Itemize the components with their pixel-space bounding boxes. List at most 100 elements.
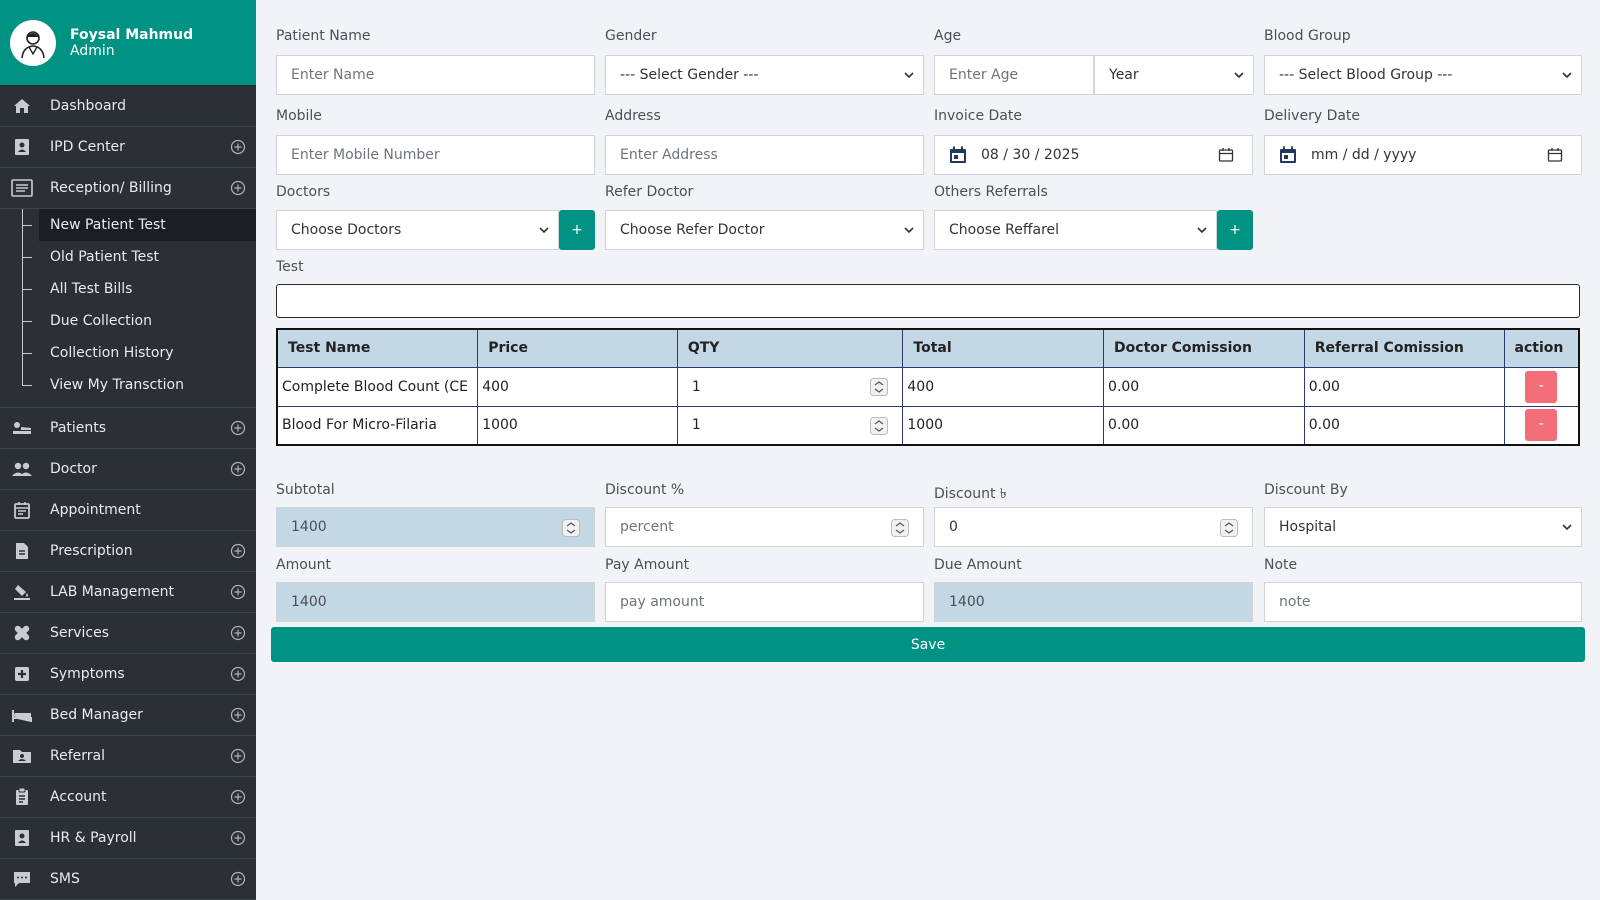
address-input[interactable]: Enter Address	[605, 135, 924, 175]
qty-cell[interactable]: 1	[676, 405, 904, 446]
price-cell[interactable]: 1000	[477, 405, 678, 446]
sidebar-item-prescription[interactable]: Prescription	[0, 531, 256, 572]
sidebar-item-ipd-center[interactable]: IPD Center	[0, 127, 256, 168]
discount-amount-input[interactable]: 0	[934, 507, 1253, 547]
price-cell[interactable]: 400	[477, 366, 678, 407]
note-input[interactable]: note	[1264, 582, 1582, 622]
doctor-commission-cell[interactable]: 0.00	[1103, 366, 1305, 407]
spinner-icon[interactable]	[870, 377, 889, 396]
doctors-label: Doctors	[276, 184, 331, 200]
id-card-icon	[10, 135, 34, 159]
table-row: Complete Blood Count (CE 400 1 400 0.00 …	[276, 366, 1580, 407]
pay-amount-label: Pay Amount	[605, 557, 690, 573]
qty-value: 1	[691, 378, 701, 395]
add-doctor-button[interactable]: +	[559, 210, 595, 250]
age-placeholder: Enter Age	[949, 67, 1019, 83]
sidebar-item-account[interactable]: Account	[0, 777, 256, 818]
plus-circle-icon[interactable]	[230, 666, 246, 682]
sidebar-item-label: Services	[50, 625, 110, 641]
refer-doctor-select[interactable]: Choose Refer Doctor	[605, 210, 924, 250]
submenu-collection-history[interactable]: Collection History	[0, 337, 256, 369]
discount-amount-label: Discount ৳	[934, 486, 1007, 502]
chevron-down-icon	[904, 227, 914, 234]
others-referrals-select[interactable]: Choose Reffarel	[934, 210, 1217, 250]
qty-cell[interactable]: 1	[676, 366, 904, 407]
patient-name-placeholder: Enter Name	[291, 67, 375, 83]
plus-circle-icon[interactable]	[230, 871, 246, 887]
sidebar-item-dashboard[interactable]: Dashboard	[0, 86, 256, 127]
submenu-view-my-transction[interactable]: View My Transction	[0, 369, 256, 401]
sidebar-item-hr-payroll[interactable]: HR & Payroll	[0, 818, 256, 859]
refer-doctor-label: Refer Doctor	[605, 184, 694, 200]
patient-name-input[interactable]: Enter Name	[276, 55, 595, 95]
clipboard-icon	[10, 785, 34, 809]
plus-circle-icon[interactable]	[230, 789, 246, 805]
age-input[interactable]: Enter Age	[934, 55, 1094, 95]
mobile-input[interactable]: Enter Mobile Number	[276, 135, 595, 175]
discount-percent-input[interactable]: percent	[605, 507, 924, 547]
delivery-date-label: Delivery Date	[1264, 108, 1361, 124]
document-icon	[10, 539, 34, 563]
sidebar-item-patients[interactable]: Patients	[0, 408, 256, 449]
calendar-picker-icon[interactable]	[1547, 147, 1563, 163]
sidebar-item-bed-manager[interactable]: Bed Manager	[0, 695, 256, 736]
referral-commission-cell[interactable]: 0.00	[1303, 405, 1505, 446]
plus-circle-icon[interactable]	[230, 461, 246, 477]
test-search-input[interactable]	[276, 284, 1580, 318]
sidebar-item-sms[interactable]: SMS	[0, 859, 256, 900]
plus-circle-icon[interactable]	[230, 707, 246, 723]
qty-value: 1	[691, 417, 701, 434]
sidebar-item-label: Bed Manager	[50, 707, 143, 723]
submenu-new-patient-test[interactable]: New Patient Test	[22, 209, 256, 241]
refer-doctor-value: Choose Refer Doctor	[620, 222, 765, 238]
note-placeholder: note	[1279, 594, 1311, 610]
spinner-icon[interactable]	[891, 519, 909, 537]
remove-row-button[interactable]: -	[1525, 409, 1558, 442]
delivery-date-input[interactable]: mm / dd / yyyy	[1264, 135, 1582, 175]
discount-by-select[interactable]: Hospital	[1264, 507, 1582, 547]
spinner-icon	[562, 519, 580, 537]
plus-circle-icon[interactable]	[230, 420, 246, 436]
plus-circle-icon[interactable]	[230, 139, 246, 155]
calendar-icon	[950, 146, 966, 163]
plus-circle-icon[interactable]	[230, 584, 246, 600]
remove-row-button[interactable]: -	[1525, 370, 1558, 403]
main-content: Patient Name Enter Name Gender --- Selec…	[256, 0, 1600, 900]
submenu-old-patient-test[interactable]: Old Patient Test	[0, 241, 256, 273]
sidebar-item-reception-billing[interactable]: Reception/ Billing	[0, 168, 256, 209]
sidebar-item-appointment[interactable]: Appointment	[0, 490, 256, 531]
avatar[interactable]	[10, 19, 56, 66]
sidebar-item-referral[interactable]: Referral	[0, 736, 256, 777]
calendar-picker-icon[interactable]	[1218, 147, 1234, 163]
subtotal-value: 1400	[291, 519, 327, 535]
sidebar-item-lab-management[interactable]: LAB Management	[0, 572, 256, 613]
plus-circle-icon[interactable]	[230, 830, 246, 846]
plus-circle-icon[interactable]	[230, 748, 246, 764]
sidebar-item-services[interactable]: Services	[0, 613, 256, 654]
plus-circle-icon[interactable]	[230, 625, 246, 641]
tree-line	[22, 209, 23, 385]
pay-amount-input[interactable]: pay amount	[605, 582, 924, 622]
sidebar-item-label: Referral	[50, 748, 105, 764]
plus-circle-icon[interactable]	[230, 543, 246, 559]
add-referral-button[interactable]: +	[1217, 210, 1253, 250]
age-unit-select[interactable]: Year	[1094, 55, 1254, 95]
doctors-select[interactable]: Choose Doctors	[276, 210, 559, 250]
plus-circle-icon[interactable]	[230, 180, 246, 196]
chevron-down-icon	[539, 227, 549, 234]
bed-icon	[10, 703, 34, 727]
save-button[interactable]: Save	[271, 627, 1585, 662]
others-referrals-value: Choose Reffarel	[949, 222, 1060, 238]
sidebar-item-label: Dashboard	[50, 98, 126, 114]
gender-select[interactable]: --- Select Gender ---	[605, 55, 924, 95]
spinner-icon[interactable]	[870, 416, 889, 435]
invoice-date-input[interactable]: 08 / 30 / 2025	[934, 135, 1253, 175]
blood-group-select[interactable]: --- Select Blood Group ---	[1264, 55, 1582, 95]
doctor-commission-cell[interactable]: 0.00	[1103, 405, 1305, 446]
sidebar-item-doctor[interactable]: Doctor	[0, 449, 256, 490]
submenu-due-collection[interactable]: Due Collection	[0, 305, 256, 337]
referral-commission-cell[interactable]: 0.00	[1303, 366, 1505, 407]
spinner-icon[interactable]	[1220, 519, 1238, 537]
submenu-all-test-bills[interactable]: All Test Bills	[0, 273, 256, 305]
sidebar-item-symptoms[interactable]: Symptoms	[0, 654, 256, 695]
